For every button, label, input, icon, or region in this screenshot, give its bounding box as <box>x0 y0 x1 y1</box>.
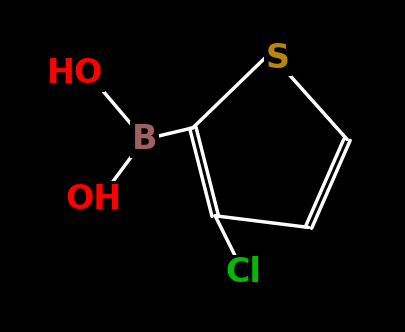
Text: S: S <box>265 42 290 75</box>
Text: Cl: Cl <box>225 256 261 290</box>
Text: HO: HO <box>47 57 103 90</box>
Text: OH: OH <box>65 183 121 216</box>
Text: B: B <box>131 123 156 156</box>
